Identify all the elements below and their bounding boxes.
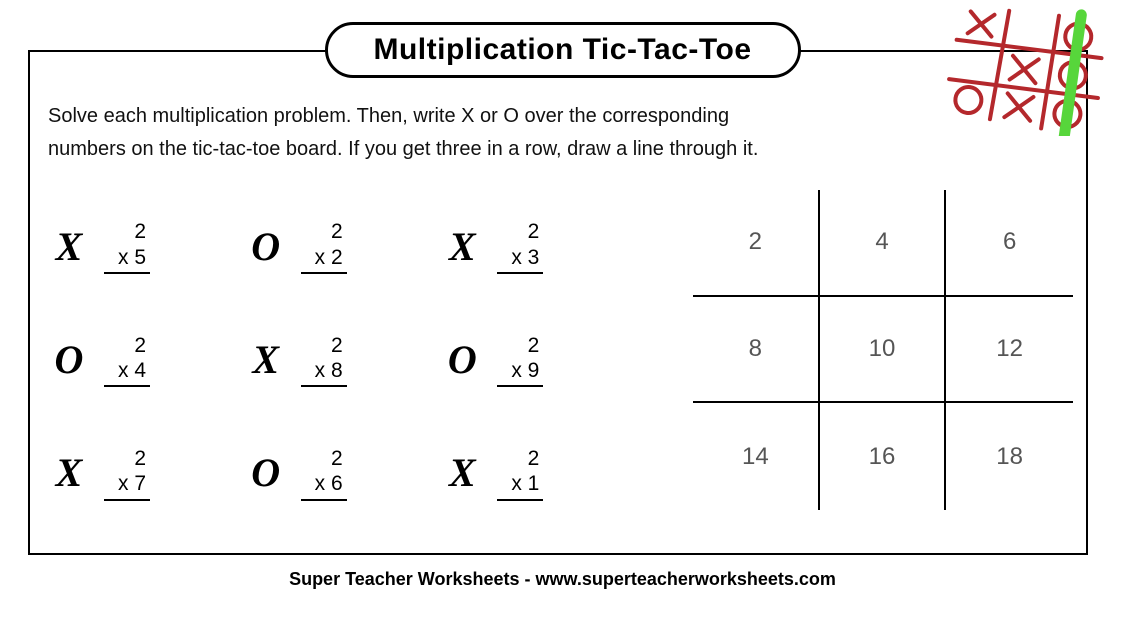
tictactoe-decor-icon [943, 6, 1113, 136]
mark-icon: O [46, 340, 92, 380]
problem-6: O 2 x 9 [439, 303, 636, 416]
problem-5: X 2 x 8 [243, 303, 440, 416]
tictactoe-board: 2 4 6 8 10 12 14 16 18 [693, 190, 1073, 510]
title-pill: Multiplication Tic-Tac-Toe [324, 22, 800, 78]
multiplier: x 8 [301, 358, 347, 387]
multiplier: x 3 [497, 245, 543, 274]
problem-8: O 2 x 6 [243, 417, 440, 530]
problem-1: X 2 x 5 [46, 190, 243, 303]
problem-4: O 2 x 4 [46, 303, 243, 416]
mult-expression: 2 x 4 [104, 333, 150, 387]
multiplier: x 6 [301, 471, 347, 500]
mark-icon: X [243, 340, 289, 380]
problem-3: X 2 x 3 [439, 190, 636, 303]
mark-icon: O [439, 340, 485, 380]
mult-expression: 2 x 6 [301, 446, 347, 500]
board-cell: 2 [693, 190, 820, 297]
board-cell: 12 [946, 297, 1073, 404]
mark-icon: X [46, 453, 92, 493]
problem-7: X 2 x 7 [46, 417, 243, 530]
multiplier: x 1 [497, 471, 543, 500]
multiplicand: 2 [497, 219, 543, 244]
problem-2: O 2 x 2 [243, 190, 440, 303]
instructions-text: Solve each multiplication problem. Then,… [48, 100, 808, 166]
multiplicand: 2 [104, 219, 150, 244]
board-cell: 14 [693, 403, 820, 510]
multiplicand: 2 [301, 333, 347, 358]
multiplicand: 2 [497, 446, 543, 471]
board-cell: 16 [820, 403, 947, 510]
mult-expression: 2 x 2 [301, 219, 347, 273]
board-cell: 10 [820, 297, 947, 404]
multiplier: x 2 [301, 245, 347, 274]
multiplier: x 4 [104, 358, 150, 387]
board-cell: 18 [946, 403, 1073, 510]
multiplier: x 9 [497, 358, 543, 387]
mark-icon: O [243, 227, 289, 267]
board-cell: 4 [820, 190, 947, 297]
footer-text: Super Teacher Worksheets - www.superteac… [0, 569, 1125, 590]
mark-icon: X [439, 453, 485, 493]
problems-grid: X 2 x 5 O 2 x 2 X 2 x 3 O 2 x 4 X 2 x 8 [46, 190, 636, 530]
mark-icon: X [46, 227, 92, 267]
board-cell: 8 [693, 297, 820, 404]
mult-expression: 2 x 3 [497, 219, 543, 273]
problem-9: X 2 x 1 [439, 417, 636, 530]
mark-icon: X [439, 227, 485, 267]
mult-expression: 2 x 7 [104, 446, 150, 500]
multiplicand: 2 [104, 333, 150, 358]
multiplier: x 5 [104, 245, 150, 274]
multiplicand: 2 [497, 333, 543, 358]
multiplier: x 7 [104, 471, 150, 500]
multiplicand: 2 [301, 446, 347, 471]
mult-expression: 2 x 5 [104, 219, 150, 273]
mark-icon: O [243, 453, 289, 493]
board-cell: 6 [946, 190, 1073, 297]
mult-expression: 2 x 8 [301, 333, 347, 387]
multiplicand: 2 [301, 219, 347, 244]
mult-expression: 2 x 1 [497, 446, 543, 500]
mult-expression: 2 x 9 [497, 333, 543, 387]
multiplicand: 2 [104, 446, 150, 471]
page-title: Multiplication Tic-Tac-Toe [373, 33, 751, 66]
